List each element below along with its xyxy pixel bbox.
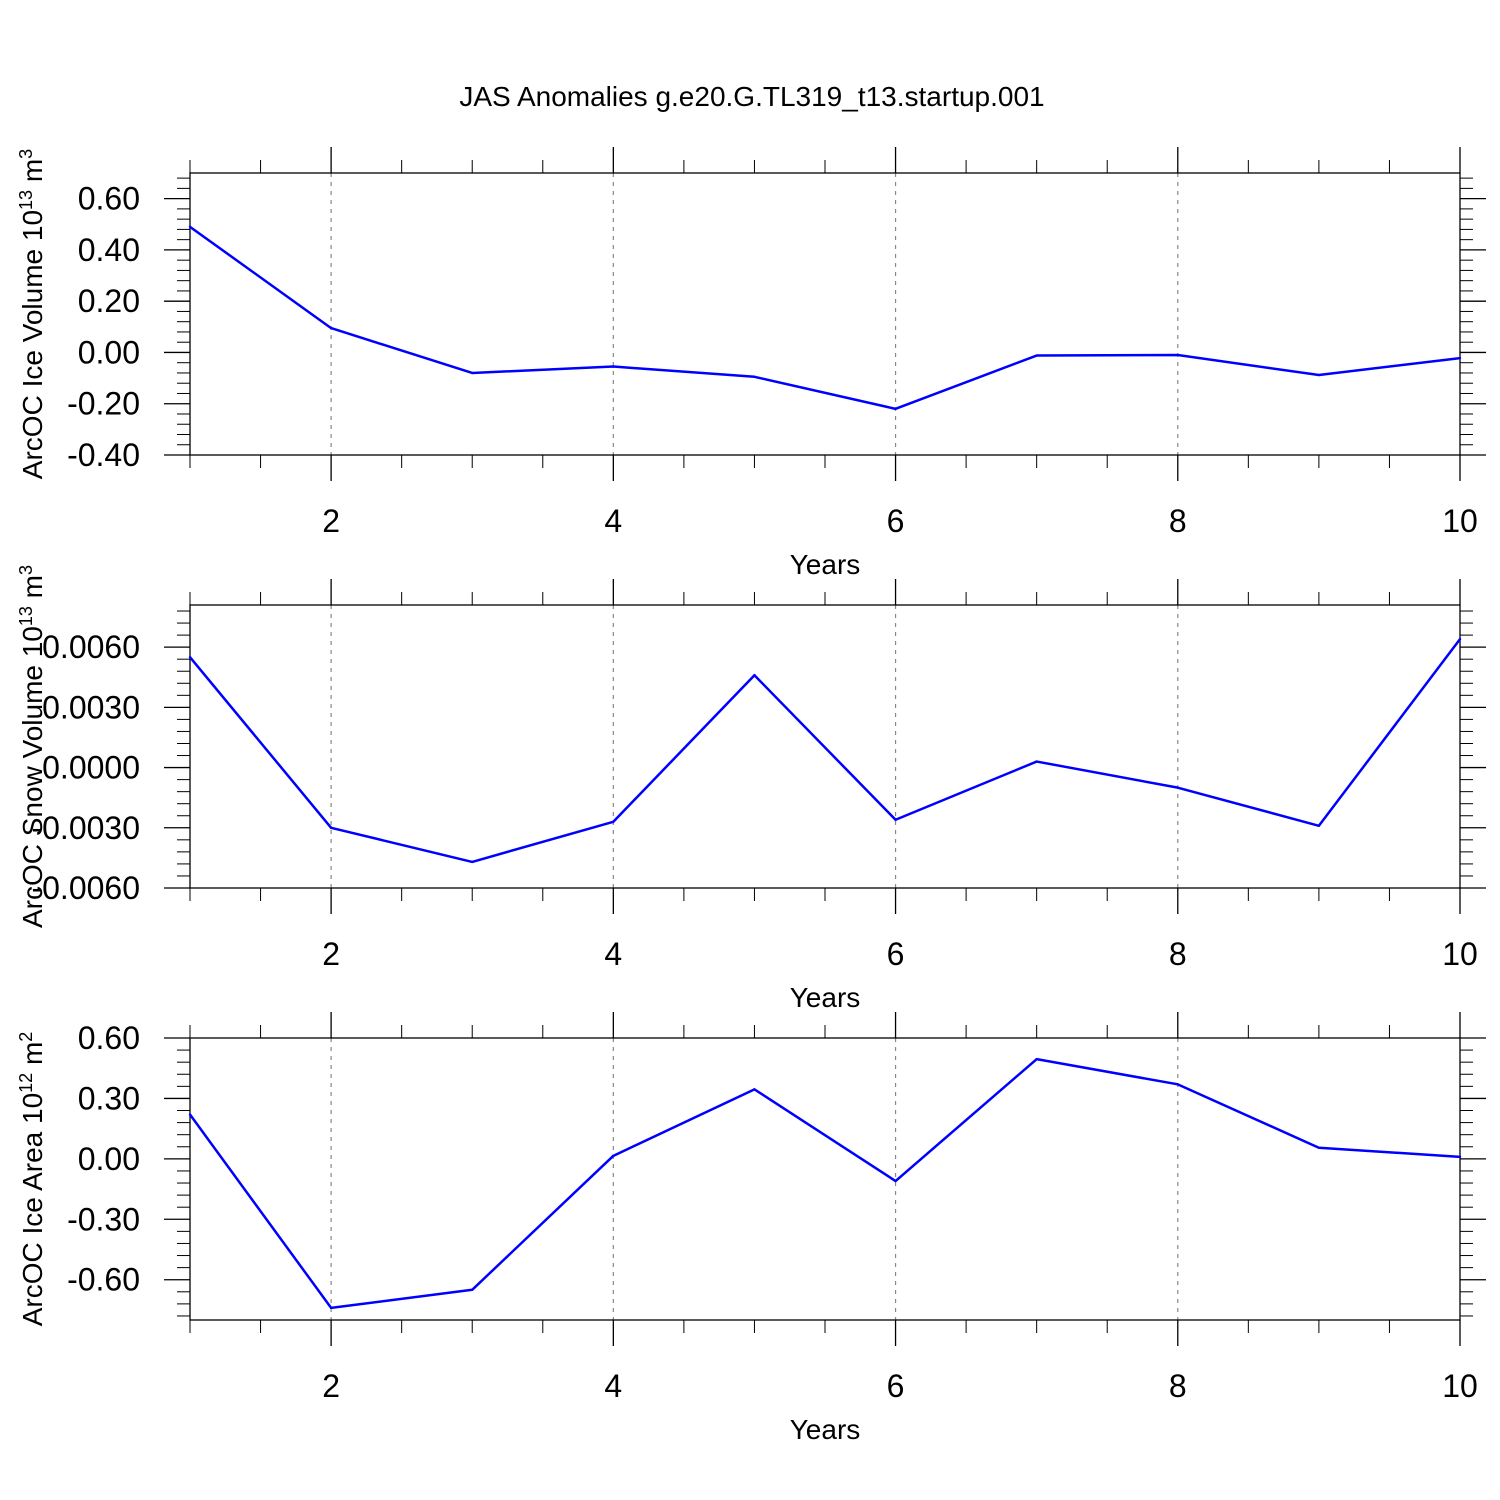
data-point	[612, 365, 615, 368]
data-point	[612, 820, 615, 823]
y-tick-label: 0.40	[78, 232, 140, 268]
series-line	[189, 638, 1461, 864]
data-point	[1176, 786, 1179, 789]
x-tick-label: 4	[604, 503, 622, 539]
y-tick-label: -0.60	[67, 1262, 140, 1298]
y-tick-label: 0.30	[78, 1080, 140, 1116]
data-point	[1176, 353, 1179, 357]
series-line	[188, 1057, 1461, 1310]
y-axis-label: ArcOC Ice Area 1012 m2	[16, 1032, 48, 1327]
data-point	[894, 407, 897, 411]
data-point	[1035, 760, 1038, 763]
y-tick-label: 0.0060	[42, 629, 140, 665]
data-point	[329, 326, 333, 330]
y-axis-label-text: ArcOC Snow Volume 10	[17, 626, 48, 928]
data-point	[1458, 356, 1462, 360]
data-point	[1176, 1083, 1179, 1086]
y-axis-label: ArcOC Snow Volume 1013 m3	[16, 565, 48, 928]
data-point	[329, 826, 333, 829]
y-axis-label-text: m	[17, 575, 48, 606]
x-tick-label: 10	[1442, 936, 1478, 972]
data-point	[1317, 373, 1321, 377]
data-point	[188, 225, 192, 229]
data-point	[1317, 1146, 1321, 1149]
data-point	[753, 375, 756, 379]
y-tick-label: 0.0030	[42, 689, 140, 725]
x-axis-label: Years	[790, 549, 861, 580]
x-axis-label: Years	[790, 982, 861, 1013]
y-axis-label-superscript: 3	[16, 565, 36, 575]
data-point	[894, 818, 897, 821]
chart-title: JAS Anomalies g.e20.G.TL319_t13.startup.…	[459, 81, 1044, 112]
plot-panel-2: -0.0060 -0.0030 0.0000 0.0030 0.0060 2 4 6 8 10 Ye…	[16, 565, 1486, 1013]
x-tick-label: 2	[322, 936, 340, 972]
x-tick-label: 2	[322, 1368, 340, 1404]
y-tick-label: -0.0030	[31, 810, 140, 846]
y-tick-label: 0.0000	[42, 750, 140, 786]
x-tick-label: 8	[1169, 1368, 1187, 1404]
x-tick-label: 6	[887, 1368, 905, 1404]
data-point	[471, 860, 474, 864]
y-tick-label: -0.40	[67, 437, 140, 473]
data-point	[1035, 1057, 1038, 1061]
data-point	[471, 371, 474, 375]
y-tick-label: -0.20	[67, 386, 140, 422]
x-tick-label: 4	[604, 1368, 622, 1404]
data-point	[1035, 354, 1038, 357]
x-tick-label: 4	[604, 936, 622, 972]
y-axis-label-text: m	[17, 1042, 48, 1073]
data-point	[329, 1306, 333, 1310]
y-axis-label-superscript: 13	[16, 606, 36, 626]
data-point	[753, 674, 756, 677]
x-tick-label: 6	[887, 503, 905, 539]
x-tick-label: 10	[1442, 503, 1478, 539]
data-point	[1458, 1155, 1462, 1159]
data-point	[753, 1088, 756, 1091]
data-point	[188, 655, 192, 659]
y-tick-label: 0.60	[78, 1020, 140, 1056]
y-axis-label: ArcOC Ice Volume 1013 m3	[16, 149, 48, 479]
x-tick-label: 2	[322, 503, 340, 539]
x-tick-label: 10	[1442, 1368, 1478, 1404]
x-tick-label: 6	[887, 936, 905, 972]
series-line	[189, 225, 1461, 411]
y-axis-label-text: ArcOC Ice Area 10	[17, 1093, 48, 1326]
x-tick-label: 8	[1169, 936, 1187, 972]
y-axis-label-superscript: 2	[16, 1032, 36, 1042]
data-point	[1317, 824, 1321, 827]
y-tick-label: -0.0060	[31, 870, 140, 906]
x-tick-label: 8	[1169, 503, 1187, 539]
y-axis-label-superscript: 13	[16, 190, 36, 210]
y-tick-label: 0.60	[78, 181, 140, 217]
y-axis-label-superscript: 12	[16, 1073, 36, 1093]
y-tick-label: 0.00	[78, 1141, 140, 1177]
x-axis-label: Years	[790, 1414, 861, 1445]
chart-panels: -0.40 -0.20 0.00 0.20 0.40 0.60 2 4 6 8 10 Years Arc…	[16, 147, 1486, 1445]
y-axis-label-text: ArcOC Ice Volume 10	[17, 210, 48, 479]
y-tick-label: 0.20	[78, 283, 140, 319]
data-point	[471, 1288, 474, 1291]
y-tick-label: -0.30	[67, 1201, 140, 1237]
data-point	[188, 1113, 192, 1116]
y-axis-label-superscript: 3	[16, 149, 36, 159]
plot-panel-1: -0.40 -0.20 0.00 0.20 0.40 0.60 2 4 6 8 10 Years Arc…	[16, 147, 1486, 580]
data-point	[894, 1179, 897, 1183]
plot-panel-3: -0.60 -0.30 0.00 0.30 0.60 2 4 6 8 10 Years ArcOC I…	[16, 1012, 1486, 1445]
data-point	[612, 1154, 615, 1158]
y-tick-label: 0.00	[78, 334, 140, 370]
data-point	[1458, 637, 1462, 641]
y-axis-label-text: m	[17, 159, 48, 190]
